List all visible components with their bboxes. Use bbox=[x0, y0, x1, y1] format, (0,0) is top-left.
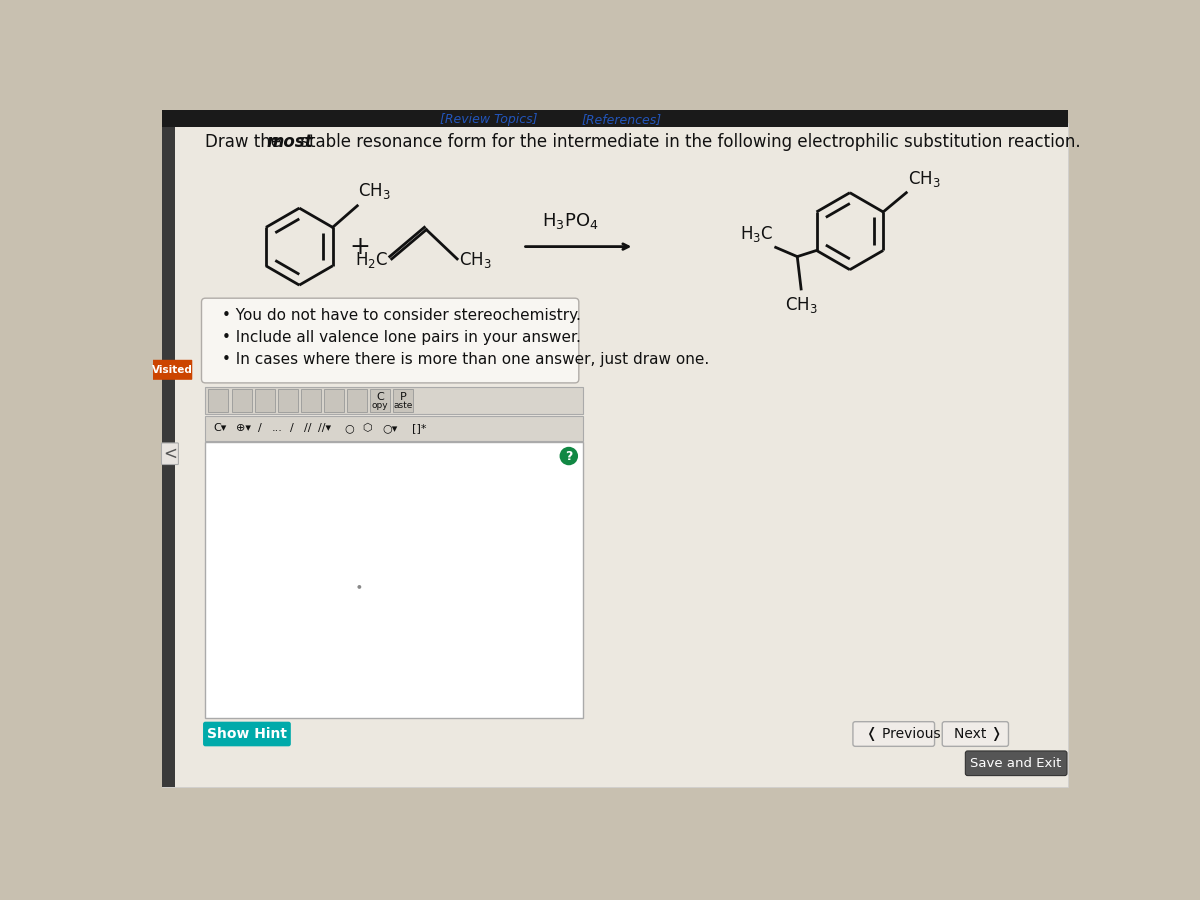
Bar bbox=[205, 387, 583, 415]
FancyBboxPatch shape bbox=[202, 298, 578, 382]
Text: //: // bbox=[304, 423, 312, 433]
FancyBboxPatch shape bbox=[965, 751, 1067, 776]
Circle shape bbox=[358, 585, 361, 589]
Text: //▾: //▾ bbox=[318, 423, 331, 433]
Text: • In cases where there is more than one answer, just draw one.: • In cases where there is more than one … bbox=[222, 352, 709, 366]
Text: []*: []* bbox=[412, 423, 426, 433]
Bar bbox=[205, 416, 583, 441]
Text: Visited: Visited bbox=[152, 364, 193, 374]
Bar bbox=[232, 389, 252, 412]
Text: [Review Topics]: [Review Topics] bbox=[440, 113, 538, 126]
Bar bbox=[301, 389, 320, 412]
Text: CH$_3$: CH$_3$ bbox=[785, 295, 817, 315]
Text: Next ❭: Next ❭ bbox=[954, 727, 1002, 741]
Text: Save and Exit: Save and Exit bbox=[971, 757, 1062, 770]
Text: C▾: C▾ bbox=[214, 423, 227, 433]
Text: ...: ... bbox=[271, 423, 282, 433]
Text: opy: opy bbox=[372, 400, 389, 410]
Text: ⬡: ⬡ bbox=[362, 423, 372, 433]
Text: ❬ Previous: ❬ Previous bbox=[866, 727, 941, 741]
Bar bbox=[162, 127, 174, 788]
Text: ⊕▾: ⊕▾ bbox=[236, 423, 251, 433]
Bar bbox=[162, 111, 1068, 127]
Text: most: most bbox=[266, 133, 313, 151]
Text: C: C bbox=[377, 392, 384, 401]
Bar bbox=[370, 389, 390, 412]
Text: • You do not have to consider stereochemistry.: • You do not have to consider stereochem… bbox=[222, 309, 581, 323]
Text: H$_2$C: H$_2$C bbox=[355, 250, 389, 271]
Text: <: < bbox=[163, 445, 176, 463]
Text: [References]: [References] bbox=[581, 113, 661, 126]
FancyBboxPatch shape bbox=[942, 722, 1008, 746]
Text: P: P bbox=[400, 392, 407, 401]
Bar bbox=[394, 389, 413, 412]
Text: +: + bbox=[349, 235, 370, 258]
Text: stable resonance form for the intermediate in the following electrophilic substi: stable resonance form for the intermedia… bbox=[295, 133, 1081, 151]
Text: Show Hint: Show Hint bbox=[206, 727, 287, 741]
FancyBboxPatch shape bbox=[162, 443, 179, 464]
FancyBboxPatch shape bbox=[203, 722, 290, 746]
Bar bbox=[209, 389, 228, 412]
Bar bbox=[254, 389, 275, 412]
Circle shape bbox=[559, 446, 578, 465]
Text: CH$_3$: CH$_3$ bbox=[358, 181, 391, 202]
Bar bbox=[277, 389, 298, 412]
FancyBboxPatch shape bbox=[152, 360, 192, 380]
Text: ○: ○ bbox=[344, 423, 354, 433]
Text: H$_3$PO$_4$: H$_3$PO$_4$ bbox=[542, 212, 599, 231]
Bar bbox=[324, 389, 344, 412]
Text: aste: aste bbox=[394, 400, 413, 410]
Bar bbox=[347, 389, 367, 412]
Text: CH$_3$: CH$_3$ bbox=[908, 169, 941, 189]
Text: ?: ? bbox=[565, 449, 572, 463]
Bar bbox=[205, 442, 583, 718]
Text: • Include all valence lone pairs in your answer.: • Include all valence lone pairs in your… bbox=[222, 330, 581, 345]
Text: ○▾: ○▾ bbox=[383, 423, 398, 433]
FancyBboxPatch shape bbox=[853, 722, 935, 746]
Text: /: / bbox=[290, 423, 294, 433]
Text: /: / bbox=[258, 423, 262, 433]
Text: CH$_3$: CH$_3$ bbox=[460, 250, 492, 271]
Text: H$_3$C: H$_3$C bbox=[740, 224, 773, 244]
Text: Draw the: Draw the bbox=[205, 133, 287, 151]
